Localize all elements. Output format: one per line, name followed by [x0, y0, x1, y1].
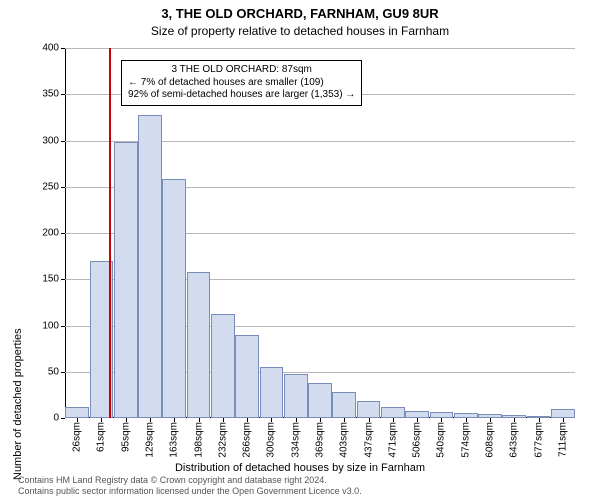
x-tick-label: 711sqm	[557, 422, 568, 457]
y-tick-label: 400	[42, 43, 59, 54]
x-tick-label: 129sqm	[145, 422, 156, 458]
histogram-bar	[357, 401, 381, 418]
y-tick-label: 250	[42, 181, 59, 192]
footer-line1: Contains HM Land Registry data © Crown c…	[18, 475, 362, 485]
y-tick-label: 200	[42, 228, 59, 239]
x-tick-label: 300sqm	[266, 422, 277, 458]
y-tick-label: 150	[42, 274, 59, 285]
x-tick-label: 471sqm	[387, 422, 398, 458]
histogram-bar	[260, 367, 284, 418]
x-tick-label: 95sqm	[120, 422, 131, 452]
x-tick-label: 506sqm	[412, 422, 423, 458]
y-tick-mark	[61, 48, 65, 49]
x-tick-label: 334sqm	[290, 422, 301, 458]
histogram-bar	[211, 314, 235, 418]
y-tick-mark	[61, 418, 65, 419]
plot-area: 05010015020025030035040026sqm61sqm95sqm1…	[65, 48, 575, 418]
chart-subtitle: Size of property relative to detached ho…	[0, 24, 600, 38]
y-tick-label: 50	[48, 366, 59, 377]
histogram-bar	[308, 383, 332, 418]
histogram-bar	[381, 407, 405, 418]
y-axis-label: Number of detached properties	[12, 328, 24, 480]
histogram-bar	[187, 272, 211, 418]
histogram-bar	[114, 142, 138, 418]
x-tick-label: 643sqm	[509, 422, 520, 458]
histogram-bar	[551, 409, 575, 418]
y-tick-mark	[61, 187, 65, 188]
x-tick-label: 677sqm	[533, 422, 544, 458]
y-tick-label: 300	[42, 135, 59, 146]
x-tick-label: 403sqm	[339, 422, 350, 458]
y-tick-mark	[61, 279, 65, 280]
x-axis-label: Distribution of detached houses by size …	[0, 462, 600, 474]
annotation-line2: ← 7% of detached houses are smaller (109…	[128, 77, 355, 90]
x-tick-label: 26sqm	[72, 422, 83, 452]
y-tick-mark	[61, 372, 65, 373]
x-tick-label: 198sqm	[193, 422, 204, 458]
gridline	[65, 48, 575, 49]
x-tick-label: 608sqm	[485, 422, 496, 458]
annotation-line3: 92% of semi-detached houses are larger (…	[128, 89, 355, 102]
chart-container: 3, THE OLD ORCHARD, FARNHAM, GU9 8UR Siz…	[0, 0, 600, 500]
x-tick-label: 540sqm	[436, 422, 447, 458]
histogram-bar	[235, 335, 259, 418]
y-tick-mark	[61, 233, 65, 234]
histogram-bar	[138, 115, 162, 418]
annotation-line1: 3 THE OLD ORCHARD: 87sqm	[128, 64, 355, 77]
y-tick-mark	[61, 141, 65, 142]
histogram-bar	[162, 179, 186, 418]
x-tick-label: 574sqm	[460, 422, 471, 458]
annotation-box: 3 THE OLD ORCHARD: 87sqm← 7% of detached…	[121, 60, 362, 106]
histogram-bar	[284, 374, 308, 418]
histogram-bar	[65, 407, 89, 418]
footer-line2: Contains public sector information licen…	[18, 486, 362, 496]
x-tick-label: 163sqm	[169, 422, 180, 458]
histogram-bar	[405, 411, 429, 418]
chart-title-address: 3, THE OLD ORCHARD, FARNHAM, GU9 8UR	[0, 6, 600, 21]
property-marker-line	[109, 48, 111, 418]
histogram-bar	[332, 392, 356, 418]
footer-attribution: Contains HM Land Registry data © Crown c…	[18, 475, 362, 496]
y-tick-mark	[61, 326, 65, 327]
x-tick-label: 61sqm	[96, 422, 107, 452]
y-tick-mark	[61, 94, 65, 95]
y-tick-label: 0	[53, 413, 59, 424]
y-tick-label: 100	[42, 320, 59, 331]
x-tick-label: 266sqm	[242, 422, 253, 458]
x-tick-label: 437sqm	[363, 422, 374, 458]
x-tick-label: 369sqm	[315, 422, 326, 458]
y-tick-label: 350	[42, 89, 59, 100]
x-tick-label: 232sqm	[217, 422, 228, 458]
